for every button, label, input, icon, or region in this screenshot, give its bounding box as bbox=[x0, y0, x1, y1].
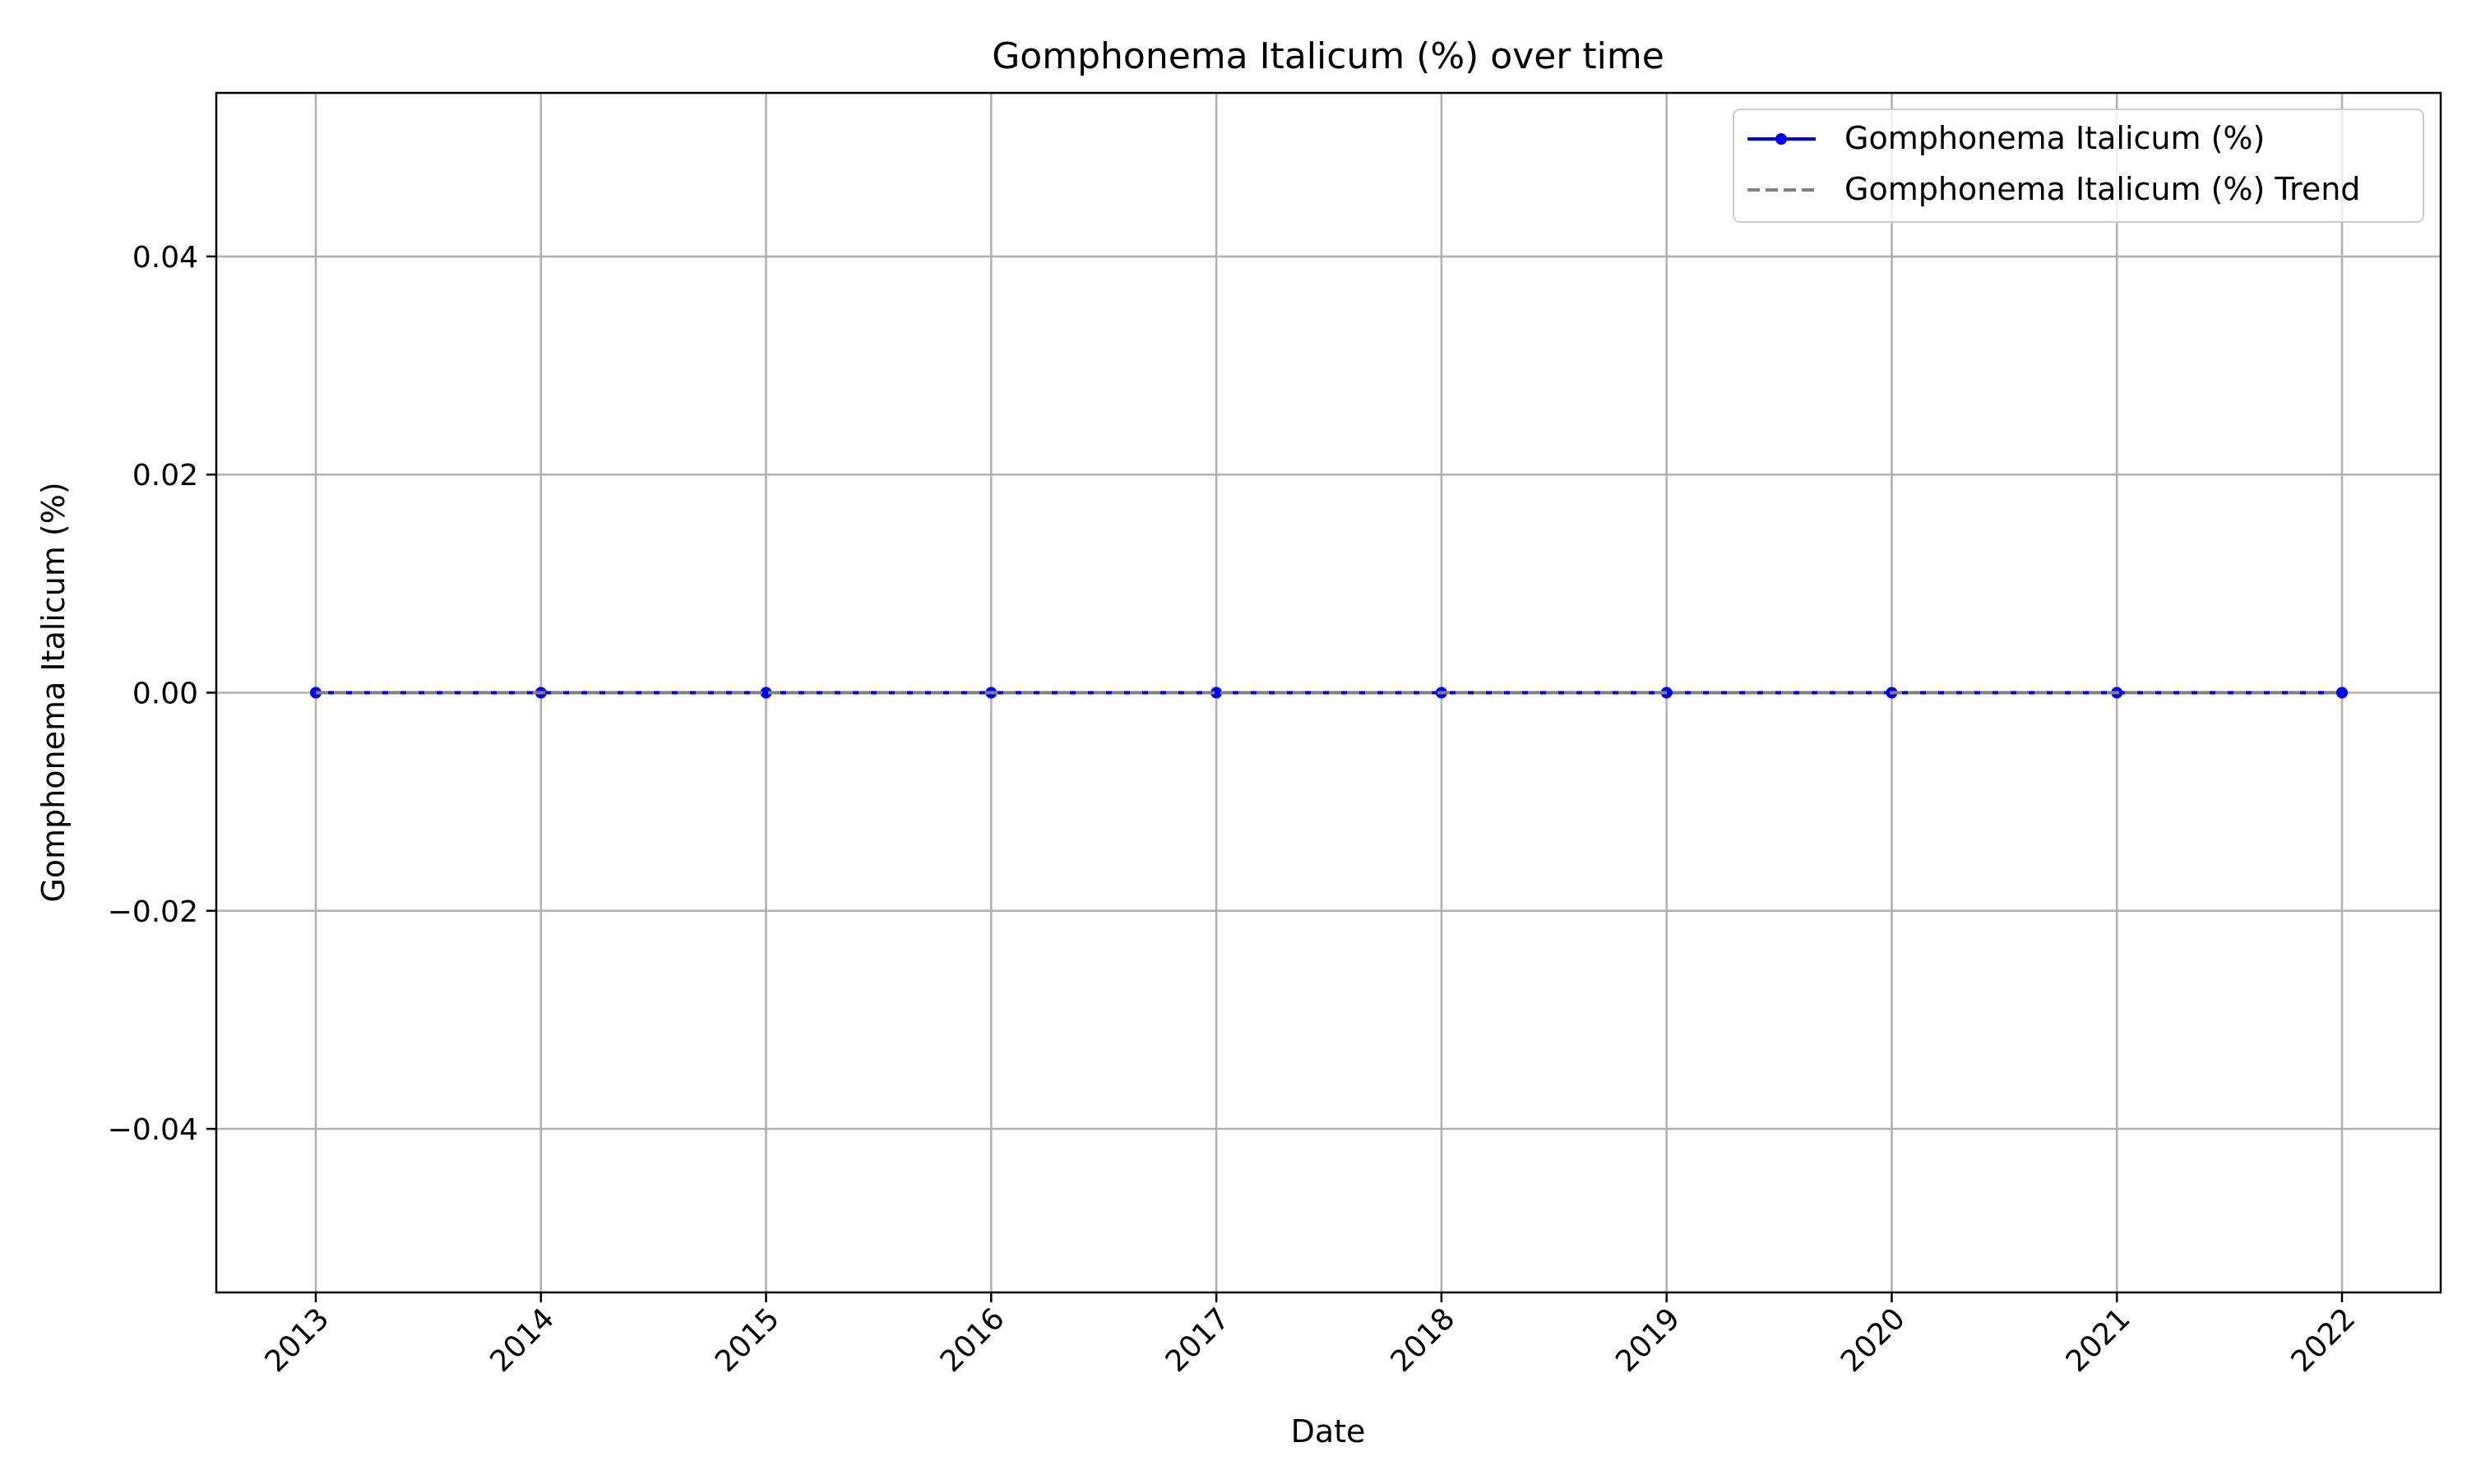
y-tick-label: 0.02 bbox=[132, 459, 198, 492]
y-axis-label: Gomphonema Italicum (%) bbox=[35, 482, 72, 902]
y-tick-label: 0.04 bbox=[132, 241, 198, 275]
data-point bbox=[1210, 687, 1223, 699]
data-point bbox=[2336, 687, 2348, 699]
legend-label-trend: Gomphonema Italicum (%) Trend bbox=[1844, 171, 2360, 207]
legend-marker-data bbox=[1775, 133, 1787, 145]
x-axis-label: Date bbox=[1291, 1413, 1366, 1449]
y-tick-label: 0.00 bbox=[132, 677, 198, 711]
y-tick-label: −0.04 bbox=[108, 1113, 198, 1147]
legend-box bbox=[1733, 109, 2424, 223]
y-tick-label: −0.02 bbox=[108, 895, 198, 929]
series-layer bbox=[310, 687, 2348, 699]
chart-title: Gomphonema Italicum (%) over time bbox=[992, 35, 1664, 77]
legend: Gomphonema Italicum (%) Gomphonema Itali… bbox=[1733, 109, 2424, 223]
data-point bbox=[760, 687, 772, 699]
legend-label-data: Gomphonema Italicum (%) bbox=[1844, 120, 2265, 156]
y-axis: 0.04 0.02 0.00 −0.02 −0.04 bbox=[108, 241, 216, 1147]
